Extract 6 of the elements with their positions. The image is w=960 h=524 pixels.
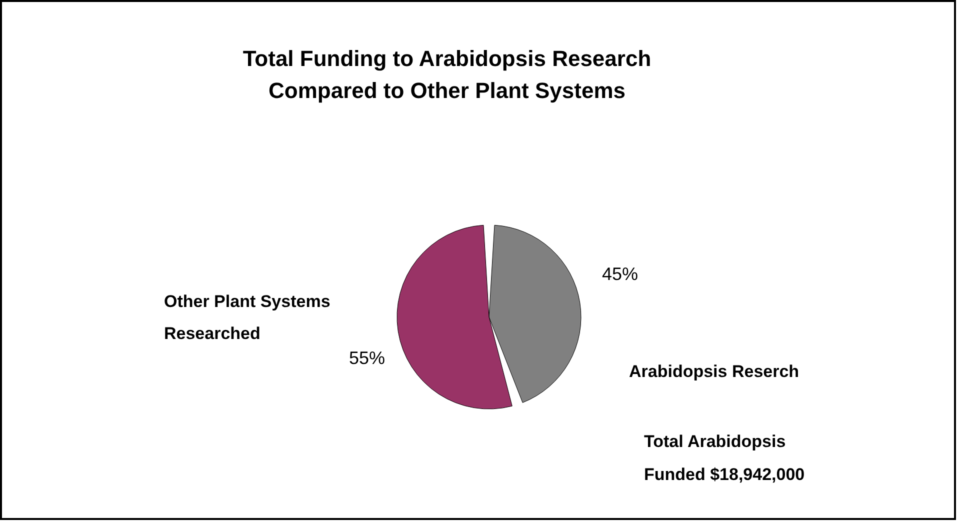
data-label: 45% <box>602 264 638 284</box>
slice-label: Arabidopsis Reserch <box>629 362 800 381</box>
text: Total Arabidopsis Funded $18,942,000 <box>644 432 805 484</box>
slice-label: Other Plant Systems Researched <box>164 292 330 343</box>
chart-title: Total Funding to Arabidopsis Research Compared to Other Plant Systems <box>242 46 652 103</box>
data-label: 55% <box>349 348 386 368</box>
